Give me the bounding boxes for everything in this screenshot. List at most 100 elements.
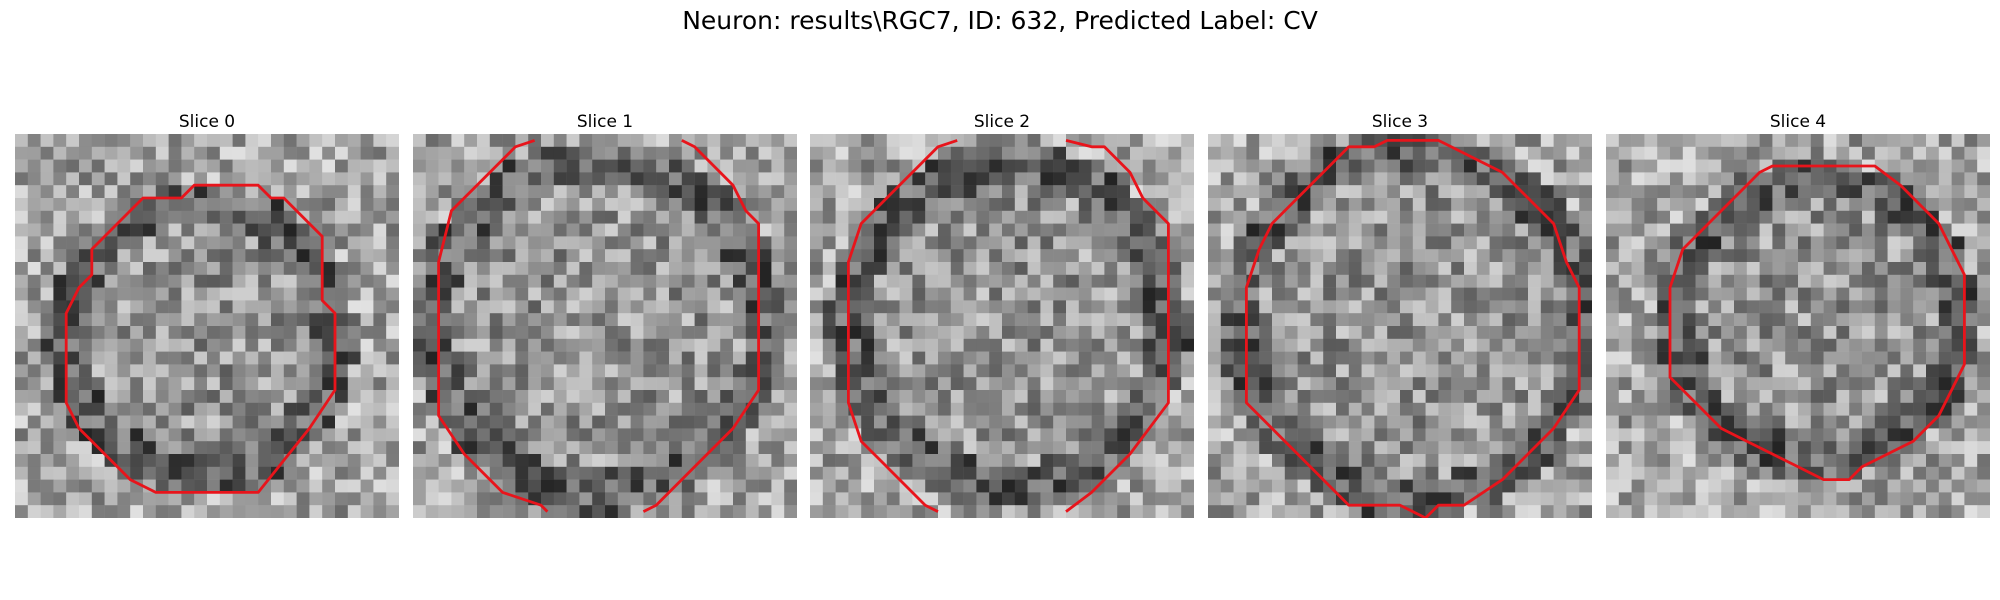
pixel	[810, 172, 824, 186]
pixel	[489, 415, 503, 429]
pixel	[553, 454, 567, 468]
pixel	[1310, 274, 1324, 288]
pixel	[528, 210, 542, 224]
pixel	[335, 300, 349, 314]
pixel	[938, 377, 952, 391]
pixel	[245, 262, 259, 276]
pixel	[1913, 210, 1927, 224]
pixel	[91, 185, 105, 199]
pixel	[104, 236, 118, 250]
pixel	[1502, 364, 1516, 378]
pixel	[451, 415, 465, 429]
pixel	[1721, 172, 1735, 186]
pixel	[219, 479, 233, 493]
pixel	[1130, 223, 1144, 237]
pixel	[989, 146, 1003, 160]
pixel	[1618, 364, 1632, 378]
pixel	[874, 223, 888, 237]
pixel	[899, 146, 913, 160]
pixel	[1425, 428, 1439, 442]
pixel	[553, 185, 567, 199]
pixel	[950, 146, 964, 160]
pixel	[1900, 134, 1914, 148]
pixel	[386, 287, 399, 301]
pixel	[1566, 146, 1580, 160]
pixel	[1336, 249, 1350, 263]
pixel	[1412, 223, 1426, 237]
pixel	[502, 466, 516, 480]
pixel	[1951, 210, 1965, 224]
pixel	[733, 479, 747, 493]
pixel	[40, 402, 54, 416]
pixel	[1066, 287, 1080, 301]
pixel	[91, 198, 105, 212]
pixel	[1310, 364, 1324, 378]
pixel	[707, 262, 721, 276]
pixel	[681, 313, 695, 327]
pixel	[822, 172, 836, 186]
pixel	[694, 505, 708, 518]
pixel	[1721, 377, 1735, 391]
pixel	[130, 287, 144, 301]
pixel	[373, 313, 387, 327]
pixel	[477, 351, 491, 365]
pixel	[1657, 300, 1671, 314]
pixel	[745, 146, 759, 160]
pixel	[1746, 338, 1760, 352]
pixel	[1682, 249, 1696, 263]
pixel	[925, 185, 939, 199]
pixel	[1233, 454, 1247, 468]
pixel	[1540, 274, 1554, 288]
pixel	[1142, 249, 1156, 263]
pixel	[822, 415, 836, 429]
pixel	[53, 377, 67, 391]
pixel	[386, 402, 399, 416]
pixel	[143, 300, 157, 314]
pixel	[950, 479, 964, 493]
pixel	[1951, 390, 1965, 404]
pixel	[1566, 172, 1580, 186]
pixel	[1040, 492, 1054, 506]
pixel	[1759, 415, 1773, 429]
pixel	[1451, 313, 1465, 327]
pixel	[117, 185, 131, 199]
pixel	[976, 377, 990, 391]
pixel	[976, 351, 990, 365]
pixel	[66, 377, 80, 391]
pixel	[963, 402, 977, 416]
pixel	[950, 172, 964, 186]
pixel	[1091, 505, 1105, 518]
pixel	[1938, 313, 1952, 327]
pixel	[1682, 223, 1696, 237]
pixel	[219, 326, 233, 340]
pixel	[1644, 466, 1658, 480]
pixel	[720, 466, 734, 480]
pixel	[1142, 402, 1156, 416]
pixel	[309, 377, 323, 391]
pixel	[1336, 287, 1350, 301]
pixel	[53, 236, 67, 250]
pixel	[53, 441, 67, 455]
pixel	[1451, 134, 1465, 148]
pixel	[553, 134, 567, 148]
pixel	[143, 441, 157, 455]
pixel	[168, 441, 182, 455]
pixel	[413, 236, 427, 250]
pixel	[232, 236, 246, 250]
pixel	[245, 441, 259, 455]
pixel	[335, 159, 349, 173]
pixel	[1412, 249, 1426, 263]
pixel	[1181, 262, 1194, 276]
pixel	[835, 287, 849, 301]
pixel	[681, 505, 695, 518]
pixel	[861, 274, 875, 288]
pixel	[656, 377, 670, 391]
pixel	[1900, 505, 1914, 518]
pixel	[1078, 402, 1092, 416]
pixel	[1425, 287, 1439, 301]
pixel	[1168, 492, 1182, 506]
pixel	[989, 223, 1003, 237]
pixel	[79, 249, 93, 263]
pixel	[79, 134, 93, 148]
pixel	[464, 262, 478, 276]
